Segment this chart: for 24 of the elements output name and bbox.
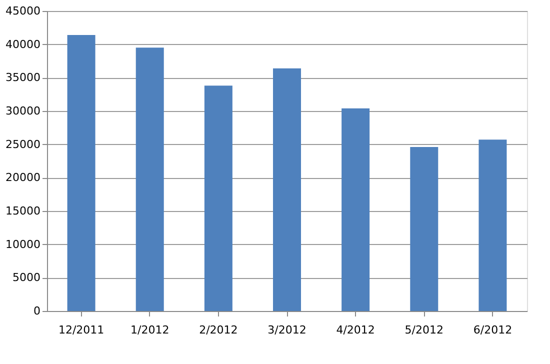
bar	[136, 48, 164, 311]
bar	[410, 147, 438, 311]
y-tick-label: 40000	[6, 38, 40, 51]
y-tick-label: 5000	[12, 271, 40, 284]
y-tick-label: 35000	[6, 71, 40, 84]
x-tick-label: 12/2011	[58, 324, 104, 336]
y-tick-label: 20000	[6, 171, 40, 184]
bar	[204, 86, 232, 311]
y-tick-label: 10000	[6, 238, 40, 251]
y-tick-label: 30000	[6, 104, 40, 118]
y-tick-label: 0	[34, 304, 40, 318]
x-tick-label: 6/2012	[473, 324, 512, 336]
bar	[342, 108, 370, 311]
x-tick-label: 1/2012	[130, 324, 170, 336]
x-tick-label: 5/2012	[404, 324, 444, 336]
y-tick-label: 25000	[6, 138, 40, 151]
y-tick-label: 45000	[6, 4, 40, 18]
x-tick-label: 2/2012	[199, 324, 238, 336]
x-tick-label: 4/2012	[336, 324, 375, 336]
bar	[67, 35, 96, 311]
y-tick-label: 15000	[6, 204, 40, 218]
bar	[273, 68, 301, 311]
bar	[478, 140, 507, 311]
x-tick-label: 3/2012	[268, 324, 306, 336]
